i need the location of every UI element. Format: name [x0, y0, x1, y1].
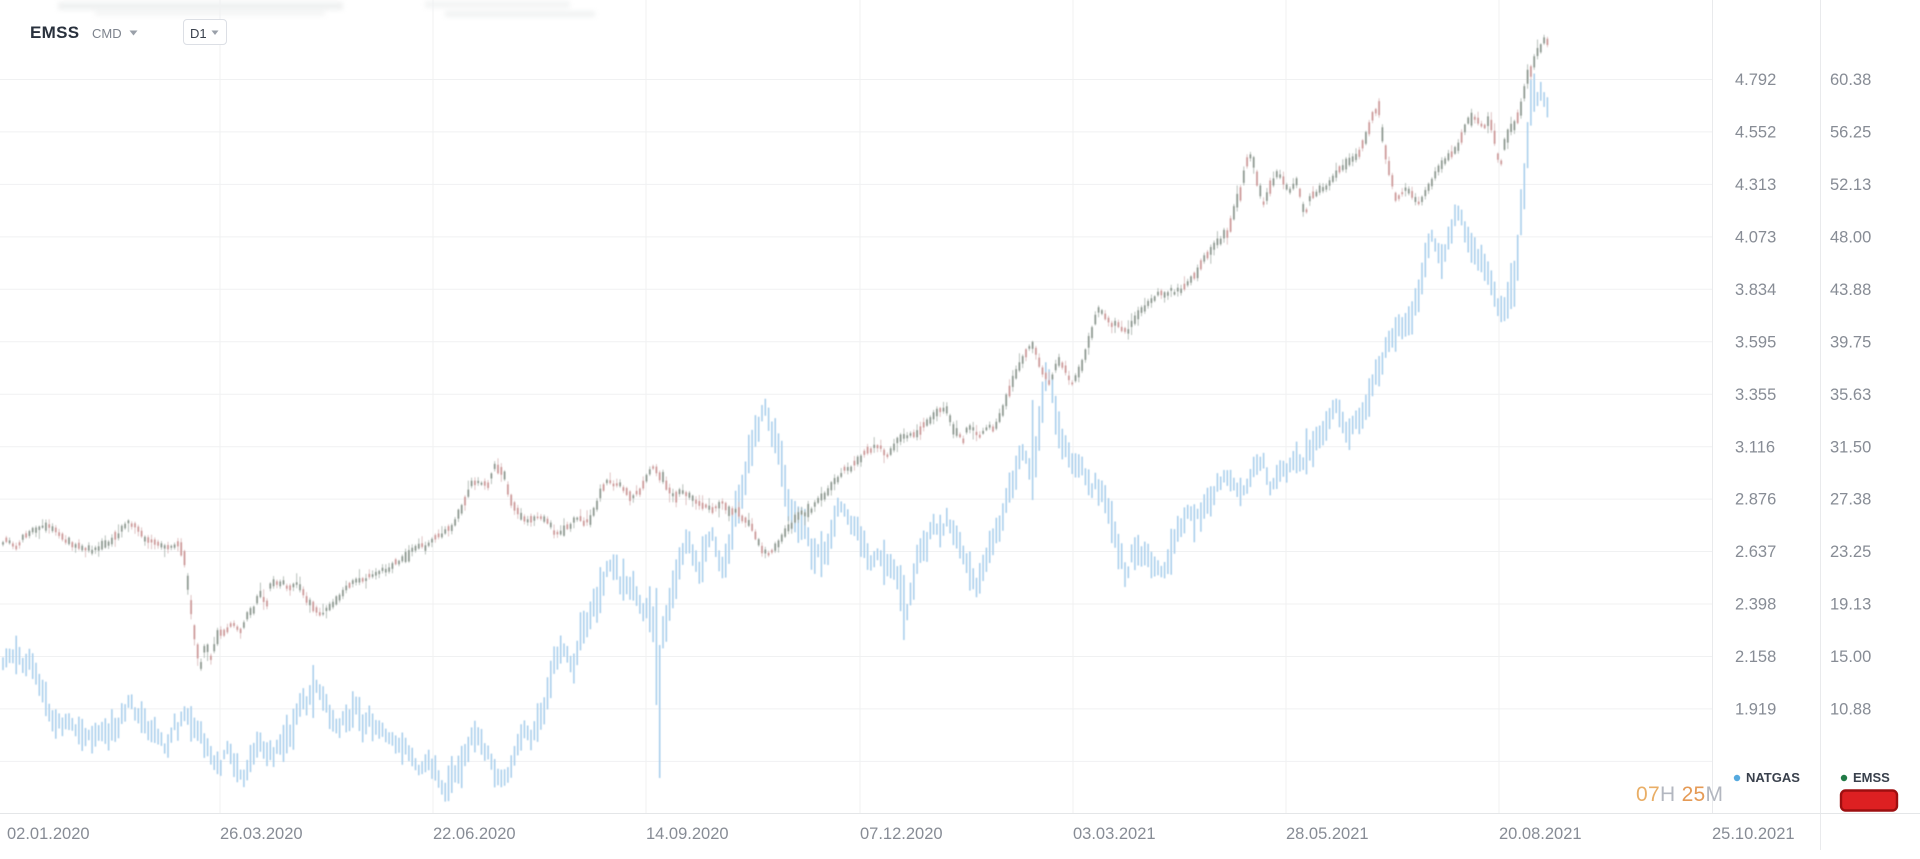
- svg-text:3.116: 3.116: [1735, 438, 1775, 456]
- svg-text:22.06.2020: 22.06.2020: [433, 825, 516, 843]
- svg-text:27.38: 27.38: [1830, 491, 1871, 509]
- svg-text:NATGAS: NATGAS: [1746, 770, 1800, 785]
- svg-text:EMSS: EMSS: [1853, 770, 1890, 785]
- svg-text:2.876: 2.876: [1735, 491, 1776, 509]
- svg-text:3.595: 3.595: [1735, 333, 1776, 351]
- svg-text:07.12.2020: 07.12.2020: [860, 825, 943, 843]
- svg-text:D1: D1: [190, 26, 207, 41]
- svg-text:2.398: 2.398: [1735, 596, 1776, 614]
- svg-text:2.637: 2.637: [1735, 543, 1776, 561]
- svg-text:26.03.2020: 26.03.2020: [220, 825, 303, 843]
- svg-text:23.25: 23.25: [1830, 543, 1871, 561]
- svg-text:4.073: 4.073: [1735, 229, 1776, 247]
- svg-text:14.09.2020: 14.09.2020: [646, 825, 729, 843]
- svg-text:2.158: 2.158: [1735, 648, 1776, 666]
- svg-text:20.08.2021: 20.08.2021: [1499, 825, 1582, 843]
- svg-text:4.552: 4.552: [1735, 124, 1776, 142]
- svg-text:CMD: CMD: [92, 26, 122, 41]
- svg-text:28.05.2021: 28.05.2021: [1286, 825, 1369, 843]
- svg-text:56.25: 56.25: [1830, 124, 1871, 142]
- svg-text:07H 25M: 07H 25M: [1636, 783, 1723, 806]
- svg-text:15.00: 15.00: [1830, 648, 1871, 666]
- svg-text:43.88: 43.88: [1830, 281, 1871, 299]
- svg-text:39.75: 39.75: [1830, 333, 1871, 351]
- svg-text:EMSS: EMSS: [30, 23, 79, 42]
- svg-text:60.38: 60.38: [1830, 71, 1871, 89]
- svg-text:4.313: 4.313: [1735, 176, 1776, 194]
- svg-text:19.13: 19.13: [1830, 596, 1871, 614]
- svg-text:35.63: 35.63: [1830, 386, 1871, 404]
- svg-text:4.792: 4.792: [1735, 71, 1776, 89]
- svg-text:03.03.2021: 03.03.2021: [1073, 825, 1156, 843]
- svg-text:48.00: 48.00: [1830, 229, 1871, 247]
- svg-text:10.88: 10.88: [1830, 701, 1871, 719]
- svg-text:02.01.2020: 02.01.2020: [7, 825, 90, 843]
- svg-text:31.50: 31.50: [1830, 438, 1871, 456]
- svg-text:3.355: 3.355: [1735, 386, 1776, 404]
- svg-text:52.13: 52.13: [1830, 176, 1871, 194]
- svg-text:25.10.2021: 25.10.2021: [1712, 825, 1795, 843]
- svg-text:1.919: 1.919: [1735, 701, 1776, 719]
- svg-text:3.834: 3.834: [1735, 281, 1776, 299]
